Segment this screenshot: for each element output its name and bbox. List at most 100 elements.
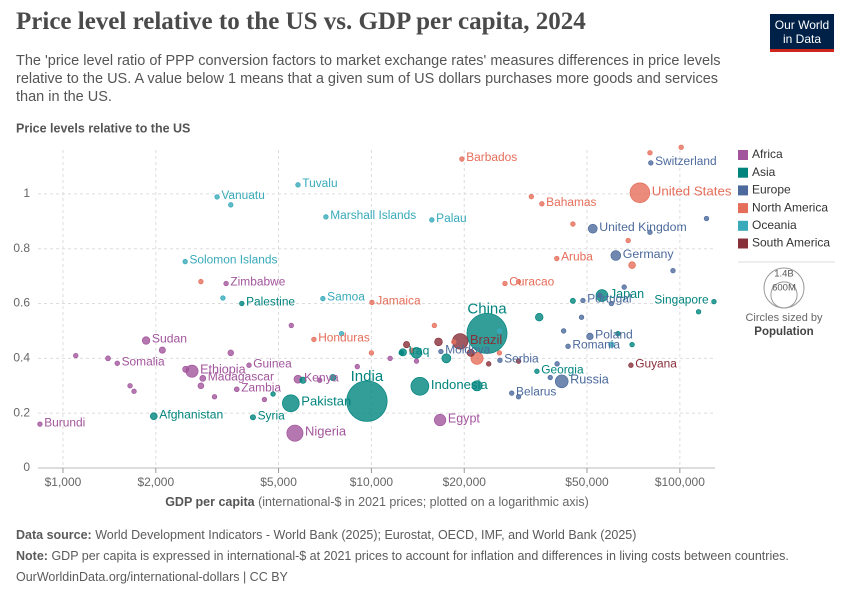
point-label: Moldova: [445, 343, 490, 357]
data-point: [648, 160, 654, 166]
y-tick-label: 0: [23, 460, 30, 474]
data-point: [261, 396, 268, 403]
data-point: [227, 349, 235, 357]
data-point: [214, 194, 220, 200]
data-point: [580, 297, 586, 304]
source-label: Data source:: [16, 528, 92, 542]
point-label: Nigeria: [305, 424, 347, 439]
point-label: Madagascar: [208, 370, 274, 384]
point-label: Ethiopia: [200, 363, 246, 377]
point-label: Samoa: [327, 290, 365, 304]
data-point: [628, 261, 636, 269]
data-point: [628, 362, 634, 368]
y-tick-label: 0.8: [13, 241, 30, 255]
point-label: Portugal: [587, 292, 631, 306]
data-point: [496, 350, 503, 356]
data-point: [647, 229, 653, 235]
data-point: [233, 386, 240, 393]
data-point: [141, 336, 151, 345]
data-point: [441, 353, 452, 364]
data-point: [114, 360, 120, 366]
point-label: Pakistan: [301, 394, 351, 409]
data-point: [471, 380, 483, 392]
data-point: [695, 309, 702, 315]
data-point: [534, 368, 540, 374]
point-label: Tuvalu: [302, 176, 337, 190]
point-label: Georgia: [541, 362, 584, 376]
data-point: [220, 295, 226, 301]
y-tick-label: 0.4: [13, 351, 30, 365]
point-label: Guyana: [635, 356, 677, 370]
data-point: [398, 350, 405, 356]
point-label: Curacao: [509, 275, 554, 289]
data-point: [486, 361, 492, 367]
chart-subtitle: The 'price level ratio of PPP conversion…: [16, 53, 721, 105]
size-legend-circle: [770, 281, 798, 309]
data-point: [131, 388, 137, 394]
legend-label: North America: [752, 200, 828, 214]
data-point: [621, 284, 627, 290]
data-point: [246, 362, 252, 368]
data-point: [182, 365, 190, 373]
point-label: Zambia: [241, 380, 281, 394]
data-point: [282, 394, 300, 413]
data-point: [678, 144, 684, 150]
point-label: Marshall Islands: [330, 208, 416, 222]
y-axis-title: Price levels relative to the US: [16, 121, 190, 135]
point-label: Egypt: [448, 411, 481, 425]
point-label: Burundi: [44, 415, 85, 429]
data-point: [408, 347, 415, 353]
x-tick-label: $20,000: [443, 475, 487, 489]
data-point: [703, 215, 710, 222]
data-point: [459, 156, 465, 162]
point-label: Palau: [436, 211, 466, 225]
point-label: Aruba: [561, 250, 593, 264]
data-point: [670, 267, 676, 274]
logo-line: in Data: [782, 32, 822, 46]
logo[interactable]: Our World in Data: [770, 14, 834, 52]
data-point: [105, 355, 111, 362]
data-point: [239, 300, 245, 307]
x-tick-label: $5,000: [260, 475, 297, 489]
data-point: [73, 352, 79, 359]
data-point: [647, 150, 653, 156]
data-point: [509, 390, 515, 396]
point-label: Solomon Islands: [189, 253, 277, 267]
size-legend-title: Circles sized by: [745, 312, 823, 324]
data-point: [431, 322, 438, 329]
point-label: Serbia: [504, 351, 539, 365]
data-point: [515, 394, 522, 400]
data-point: [317, 377, 323, 383]
data-point: [433, 413, 447, 427]
x-tick-label: $10,000: [350, 475, 394, 489]
point-label: Palestine: [246, 295, 295, 309]
note-text: GDP per capita is expressed in internati…: [51, 549, 789, 563]
data-point: [368, 350, 375, 356]
data-point: [127, 383, 133, 389]
point-label: China: [467, 300, 507, 317]
y-tick-label: 0.6: [13, 296, 30, 310]
data-point: [149, 412, 158, 421]
data-point: [515, 358, 522, 364]
point-label: Jamaica: [376, 294, 421, 308]
data-point: [182, 258, 188, 265]
point-label: Sudan: [152, 332, 187, 346]
data-point: [569, 297, 576, 304]
data-point: [329, 374, 337, 381]
point-label: Brazil: [470, 332, 502, 347]
chart-title: Price level relative to the US vs. GDP p…: [16, 8, 586, 35]
source-text: World Development Indicators - World Ban…: [95, 528, 637, 542]
point-label: Honduras: [318, 331, 370, 345]
data-point: [198, 278, 204, 285]
point-label: Guinea: [253, 356, 292, 370]
data-point: [560, 328, 567, 334]
data-point: [629, 182, 651, 203]
data-point: [547, 374, 553, 381]
data-point: [497, 357, 503, 363]
data-point: [323, 214, 329, 220]
url[interactable]: OurWorldinData.org/international-dollars…: [16, 570, 288, 584]
data-point: [338, 331, 345, 337]
point-label: Japan: [610, 287, 644, 301]
data-point: [288, 322, 294, 329]
legend-swatch: [738, 238, 748, 249]
